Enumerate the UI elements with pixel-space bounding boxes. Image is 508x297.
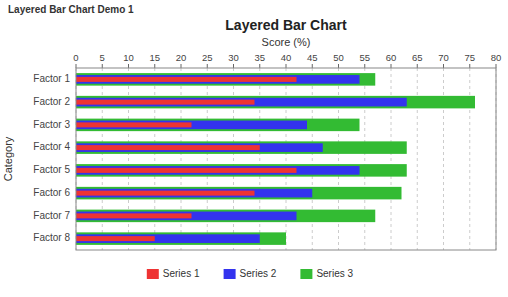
x-tick xyxy=(181,64,182,68)
title: Layered Bar Chart xyxy=(225,17,347,33)
bar xyxy=(76,187,402,200)
bar xyxy=(76,98,407,107)
legend-label: Series 1 xyxy=(163,268,200,279)
grid-line xyxy=(364,68,365,250)
grid-line xyxy=(128,68,129,250)
bar xyxy=(76,210,375,223)
bar xyxy=(76,168,297,173)
x-tick xyxy=(443,64,444,68)
x-tick xyxy=(338,64,339,68)
x-tick-label: 30 xyxy=(228,52,239,63)
bar xyxy=(76,73,375,86)
bar xyxy=(76,100,255,105)
grid-line xyxy=(417,68,418,250)
y-tick-label: Factor 4 xyxy=(33,141,70,152)
y-tick-label: Factor 7 xyxy=(33,210,70,221)
x-tick-label: 5 xyxy=(100,52,105,63)
x-tick xyxy=(128,64,129,68)
x-tick xyxy=(417,64,418,68)
x-tick xyxy=(469,64,470,68)
x-tick xyxy=(286,64,287,68)
legend-label: Series 3 xyxy=(316,268,353,279)
x-tick-label: 25 xyxy=(202,52,213,63)
bar xyxy=(76,189,312,198)
y-tick-label: Factor 3 xyxy=(33,119,70,130)
bar xyxy=(76,96,475,109)
y-tick-label: Factor 1 xyxy=(33,73,70,84)
bar xyxy=(76,122,192,127)
x-tick xyxy=(312,64,313,68)
legend-swatch xyxy=(300,269,312,279)
x-tick-label: 15 xyxy=(149,52,160,63)
y-tick-label: Factor 6 xyxy=(33,187,70,198)
bar xyxy=(76,232,286,245)
y-tick-label: Factor 2 xyxy=(33,96,70,107)
grid xyxy=(76,68,496,250)
bar xyxy=(76,166,360,175)
x-tick-label: 35 xyxy=(254,52,265,63)
bar xyxy=(76,212,297,221)
grid-line xyxy=(443,68,444,250)
x-tick-label: 0 xyxy=(73,52,78,63)
plot-area xyxy=(76,68,496,250)
bar xyxy=(76,145,260,150)
bar xyxy=(76,143,323,152)
bar xyxy=(76,164,407,177)
bar xyxy=(76,121,307,130)
grid-line xyxy=(207,68,208,250)
bar xyxy=(76,141,407,154)
grid-line xyxy=(259,68,260,250)
chart: Layered Bar Chart Demo 1 Layered Bar Char… xyxy=(0,0,508,297)
legend-swatch xyxy=(224,269,236,279)
x-tick-label: 20 xyxy=(176,52,187,63)
x-tick xyxy=(233,64,234,68)
annotation: Layered Bar Chart Demo 1 xyxy=(8,4,134,15)
x-tick xyxy=(496,64,497,68)
bar xyxy=(76,77,297,82)
bar xyxy=(76,119,360,132)
x-tick-label: 70 xyxy=(438,52,449,63)
grid-line xyxy=(391,68,392,250)
grid-line xyxy=(469,68,470,250)
x-tick-label: 45 xyxy=(307,52,318,63)
x-tick-label: 40 xyxy=(281,52,292,63)
bar xyxy=(76,234,260,243)
bar xyxy=(76,236,155,241)
x-tick xyxy=(154,64,155,68)
x-tick-label: 10 xyxy=(123,52,134,63)
y-axis-label: Category xyxy=(2,136,14,181)
plot-frame xyxy=(76,68,496,250)
x-tick xyxy=(207,64,208,68)
x-tick-label: 60 xyxy=(386,52,397,63)
x-tick xyxy=(391,64,392,68)
bars xyxy=(76,73,475,245)
x-tick xyxy=(102,64,103,68)
grid-line xyxy=(338,68,339,250)
legend-label: Series 2 xyxy=(240,268,277,279)
bar xyxy=(76,75,360,84)
x-tick-label: 65 xyxy=(412,52,423,63)
grid-line xyxy=(286,68,287,250)
x-tick-label: 80 xyxy=(491,52,502,63)
bar xyxy=(76,191,255,196)
grid-line xyxy=(102,68,103,250)
x-axis-label: Score (%) xyxy=(262,36,311,48)
legend-swatch xyxy=(147,269,159,279)
legend: Series 1 Series 2 Series 3 xyxy=(147,268,354,279)
x-tick-label: 50 xyxy=(333,52,344,63)
y-tick-label: Factor 5 xyxy=(33,164,70,175)
grid-line xyxy=(233,68,234,250)
grid-line xyxy=(154,68,155,250)
grid-line xyxy=(181,68,182,250)
bar xyxy=(76,213,192,218)
grid-line xyxy=(312,68,313,250)
x-tick-label: 75 xyxy=(464,52,475,63)
y-tick-label: Factor 8 xyxy=(33,232,70,243)
x-tick xyxy=(364,64,365,68)
x-tick-label: 55 xyxy=(359,52,370,63)
x-tick xyxy=(259,64,260,68)
x-tick xyxy=(76,64,77,68)
